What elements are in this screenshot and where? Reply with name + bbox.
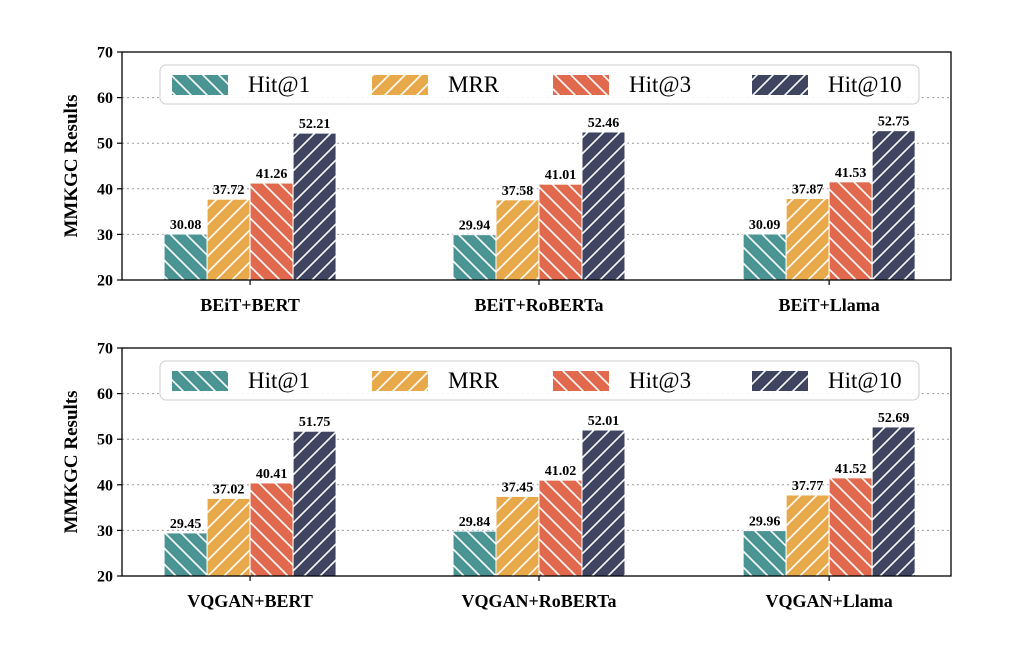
axes-frame bbox=[121, 347, 952, 577]
bar-hatch bbox=[250, 183, 294, 280]
data-label: 29.84 bbox=[459, 515, 491, 530]
bar-hatch bbox=[250, 482, 294, 576]
bar-hatch bbox=[452, 531, 496, 576]
data-label: 52.01 bbox=[588, 414, 620, 429]
y-tick-label: 20 bbox=[97, 569, 113, 586]
data-label: 52.21 bbox=[299, 117, 331, 132]
data-label: 52.69 bbox=[878, 411, 910, 426]
data-label: 29.96 bbox=[749, 515, 781, 530]
bar-hatch bbox=[786, 198, 830, 280]
legend-label: Hit@3 bbox=[629, 368, 691, 393]
data-label: 37.58 bbox=[502, 184, 534, 199]
chart-panel-1: 30.08 37.72 41.26 52.21 BEiT+BERT 29.94 37.58 4… bbox=[61, 45, 952, 315]
data-label: 41.52 bbox=[835, 462, 867, 477]
bar-hatch bbox=[581, 131, 625, 280]
data-label: 52.46 bbox=[588, 116, 620, 131]
category-label: BEiT+BERT bbox=[200, 295, 300, 315]
legend-label: Hit@1 bbox=[248, 368, 310, 393]
charts-root: 30.08 37.72 41.26 52.21 BEiT+BERT 29.94 37.58 4… bbox=[61, 45, 952, 611]
data-label: 40.41 bbox=[256, 467, 288, 482]
y-tick-label: 40 bbox=[97, 477, 113, 494]
y-tick-label: 50 bbox=[97, 136, 113, 153]
y-tick-label: 20 bbox=[97, 273, 113, 290]
bar-hatch bbox=[538, 184, 582, 280]
data-label: 37.87 bbox=[792, 183, 824, 198]
legend-swatch-hatch bbox=[372, 75, 428, 95]
bar-hatch bbox=[164, 234, 208, 280]
data-label: 37.02 bbox=[213, 482, 245, 497]
bar-hatch bbox=[495, 496, 539, 576]
bar-hatch bbox=[786, 494, 830, 576]
legend-label: Hit@1 bbox=[248, 72, 310, 97]
data-label: 30.09 bbox=[749, 218, 781, 233]
data-label: 29.45 bbox=[170, 517, 202, 532]
legend-swatch-hatch bbox=[553, 371, 609, 391]
legend-swatch-hatch bbox=[372, 371, 428, 391]
bar-hatch bbox=[293, 133, 337, 280]
bar-hatch bbox=[207, 199, 251, 280]
bar-hatch bbox=[872, 130, 916, 280]
bar-hatch bbox=[293, 431, 337, 576]
category-label: VQGAN+BERT bbox=[187, 591, 313, 611]
legend-swatch-hatch bbox=[172, 75, 228, 95]
y-axis-label: MMKGC Results bbox=[61, 94, 82, 237]
legend-label: MRR bbox=[448, 72, 500, 97]
bar-hatch bbox=[872, 426, 916, 576]
bar-hatch bbox=[743, 530, 787, 576]
bar-hatch bbox=[743, 233, 787, 280]
y-tick-label: 50 bbox=[97, 432, 113, 449]
y-tick-label: 40 bbox=[97, 181, 113, 198]
legend-swatch-hatch bbox=[752, 371, 808, 391]
bar-hatch bbox=[829, 181, 873, 280]
data-label: 29.94 bbox=[459, 219, 491, 234]
y-tick-label: 30 bbox=[97, 523, 113, 540]
legend-label: Hit@10 bbox=[828, 368, 902, 393]
bar-hatch bbox=[495, 199, 539, 280]
axes-frame bbox=[121, 51, 952, 281]
bar-hatch bbox=[207, 498, 251, 576]
y-tick-label: 60 bbox=[97, 90, 113, 107]
legend-swatch-hatch bbox=[553, 75, 609, 95]
data-label: 37.77 bbox=[792, 479, 824, 494]
y-tick-label: 70 bbox=[97, 341, 113, 358]
legend: Hit@1 MRR Hit@3 Hit@10 bbox=[159, 64, 920, 105]
bar-hatch bbox=[581, 430, 625, 576]
y-tick-label: 60 bbox=[97, 386, 113, 403]
data-label: 30.08 bbox=[170, 218, 202, 233]
y-tick-label: 30 bbox=[97, 227, 113, 244]
legend-box bbox=[159, 360, 920, 401]
legend-swatch-hatch bbox=[752, 75, 808, 95]
category-label: BEiT+Llama bbox=[778, 295, 879, 315]
category-label: BEiT+RoBERTa bbox=[474, 295, 603, 315]
legend: Hit@1 MRR Hit@3 Hit@10 bbox=[159, 360, 920, 401]
legend-label: Hit@10 bbox=[828, 72, 902, 97]
y-axis-label: MMKGC Results bbox=[61, 390, 82, 533]
data-label: 41.53 bbox=[835, 166, 867, 181]
bar-hatch bbox=[164, 532, 208, 576]
data-label: 37.72 bbox=[213, 183, 245, 198]
data-label: 41.26 bbox=[256, 167, 288, 182]
data-label: 37.45 bbox=[502, 480, 534, 495]
data-label: 51.75 bbox=[299, 415, 331, 430]
chart-panel-2: 29.45 37.02 40.41 51.75 VQGAN+BERT 29.84 37.45… bbox=[61, 341, 952, 611]
y-tick-label: 70 bbox=[97, 45, 113, 62]
legend-label: MRR bbox=[448, 368, 500, 393]
data-label: 41.02 bbox=[545, 464, 577, 479]
legend-swatch-hatch bbox=[172, 371, 228, 391]
data-label: 41.01 bbox=[545, 168, 577, 183]
data-label: 52.75 bbox=[878, 115, 910, 130]
legend-label: Hit@3 bbox=[629, 72, 691, 97]
bar-hatch bbox=[452, 234, 496, 280]
category-label: VQGAN+RoBERTa bbox=[461, 591, 616, 611]
category-label: VQGAN+Llama bbox=[766, 591, 893, 611]
bar-hatch bbox=[538, 480, 582, 576]
bar-hatch bbox=[829, 477, 873, 576]
legend-box bbox=[159, 64, 920, 105]
